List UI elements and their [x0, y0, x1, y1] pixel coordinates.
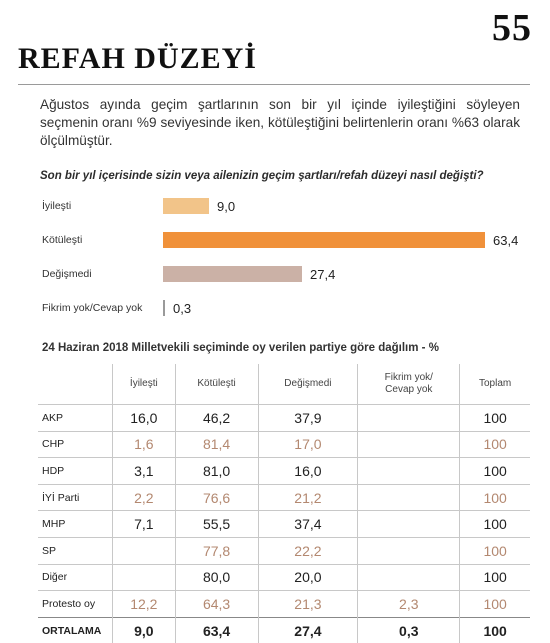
table-cell: 64,3	[175, 591, 258, 618]
table-cell: 46,2	[175, 405, 258, 432]
table-cell: 2,3	[358, 591, 460, 618]
table-cell: 100	[460, 484, 530, 511]
column-header: Fikrim yok/Cevap yok	[358, 364, 460, 405]
intro-paragraph: Ağustos ayında geçim şartlarının son bir…	[40, 96, 520, 150]
table-cell: 20,0	[258, 564, 358, 591]
column-header: İyileşti	[113, 364, 176, 405]
table-cell: 7,1	[113, 511, 176, 538]
table-cell: 1,6	[113, 431, 176, 458]
table-cell: 81,0	[175, 458, 258, 485]
title-divider	[18, 84, 530, 85]
table-cell: 100	[460, 564, 530, 591]
bar-value-label: 0,3	[173, 301, 191, 316]
table-cell	[358, 484, 460, 511]
table-cell: 21,3	[258, 591, 358, 618]
bar-value-label: 27,4	[310, 267, 335, 282]
header-empty	[38, 364, 113, 405]
table-cell: 77,8	[175, 537, 258, 564]
table-cell: 17,0	[258, 431, 358, 458]
row-label: İYİ Parti	[38, 484, 113, 511]
bar-label: Değişmedi	[42, 268, 92, 280]
table-cell: 9,0	[113, 617, 176, 643]
table-cell: 21,2	[258, 484, 358, 511]
table-cell: 27,4	[258, 617, 358, 643]
bar-value-label: 63,4	[493, 233, 518, 248]
table-cell: 63,4	[175, 617, 258, 643]
table-cell	[358, 537, 460, 564]
table-cell: 12,2	[113, 591, 176, 618]
table-cell: 76,6	[175, 484, 258, 511]
table-cell: 100	[460, 511, 530, 538]
table-cell: 81,4	[175, 431, 258, 458]
bar-label: Kötüleşti	[42, 234, 82, 246]
table-title: 24 Haziran 2018 Milletvekili seçiminde o…	[42, 342, 439, 354]
row-label: Protesto oy	[38, 591, 113, 618]
table-cell: 100	[460, 617, 530, 643]
table-cell: 100	[460, 431, 530, 458]
column-header: Kötüleşti	[175, 364, 258, 405]
table-cell: 0,3	[358, 617, 460, 643]
row-label: SP	[38, 537, 113, 564]
table-cell: 55,5	[175, 511, 258, 538]
bar	[163, 266, 302, 282]
column-header: Değişmedi	[258, 364, 358, 405]
row-label: Diğer	[38, 564, 113, 591]
table-cell: 2,2	[113, 484, 176, 511]
table-cell	[358, 458, 460, 485]
table-cell: 16,0	[113, 405, 176, 432]
table-cell: 37,9	[258, 405, 358, 432]
table-cell	[358, 405, 460, 432]
page-title: REFAH DÜZEYİ	[18, 42, 257, 76]
table-cell: 22,2	[258, 537, 358, 564]
table-cell: 100	[460, 591, 530, 618]
bar-label: İyileşti	[42, 200, 71, 212]
table-cell	[113, 537, 176, 564]
bar	[163, 300, 165, 316]
row-label: CHP	[38, 431, 113, 458]
page-number: 55	[492, 6, 532, 50]
row-label: ORTALAMA	[38, 617, 113, 643]
row-label: AKP	[38, 405, 113, 432]
table-cell: 16,0	[258, 458, 358, 485]
table-cell: 80,0	[175, 564, 258, 591]
row-label: HDP	[38, 458, 113, 485]
bar	[163, 198, 209, 214]
table-cell: 100	[460, 405, 530, 432]
bar-value-label: 9,0	[217, 199, 235, 214]
table-cell	[113, 564, 176, 591]
table-cell: 37,4	[258, 511, 358, 538]
table-cell: 3,1	[113, 458, 176, 485]
row-label: MHP	[38, 511, 113, 538]
bar	[163, 232, 485, 248]
column-header: Toplam	[460, 364, 530, 405]
table-cell	[358, 511, 460, 538]
bar-label: Fikrim yok/Cevap yok	[42, 302, 142, 314]
table-cell	[358, 431, 460, 458]
refah-bar-chart: İyileşti 9,0 Kötüleşti 63,4 Değişmedi 27,4 Fik…	[0, 190, 550, 325]
table-cell: 100	[460, 458, 530, 485]
table-cell	[358, 564, 460, 591]
table-cell: 100	[460, 537, 530, 564]
survey-question: Son bir yıl içerisinde sizin veya aileni…	[40, 170, 540, 182]
